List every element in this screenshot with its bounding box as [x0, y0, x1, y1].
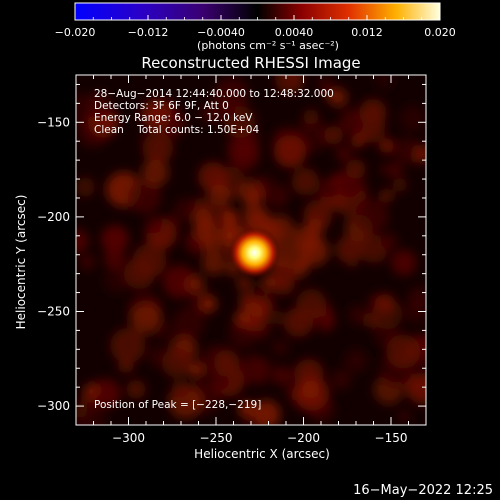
y-tick-label: −300: [37, 399, 70, 413]
timestamp: 16−May−2022 12:25: [353, 483, 493, 498]
x-tick-label: −200: [287, 431, 320, 445]
peak-position-label: Position of Peak = [−228,−219]: [94, 399, 261, 411]
image-area: [76, 75, 426, 425]
colorbar: [75, 3, 440, 20]
x-tick-label: −300: [112, 431, 145, 445]
y-tick-labels: −150 −200 −250 −300: [37, 115, 70, 413]
y-tick-label: −250: [37, 304, 70, 318]
y-tick-label: −200: [37, 210, 70, 224]
plot-title: Reconstructed RHESSI Image: [141, 54, 360, 72]
flare-source: [228, 226, 281, 279]
colorbar-tick-label: −0.012: [128, 26, 169, 39]
info-line-energy: Energy Range: 6.0 − 12.0 keV: [94, 112, 253, 124]
x-tick-label: −150: [375, 431, 408, 445]
axis-ticks: [75, 75, 427, 426]
colorbar-tick-labels: −0.020 −0.012 −0.0040 0.0040 0.012 0.020: [55, 26, 456, 39]
colorbar-tick-label: 0.012: [351, 26, 383, 39]
colorbar-tick-label: 0.0040: [275, 26, 314, 39]
colorbar-tick-label: −0.0040: [197, 26, 245, 39]
y-axis-label: Heliocentric Y (arcsec): [14, 195, 28, 330]
info-line-detectors: Detectors: 3F 6F 9F, Att 0: [94, 100, 229, 112]
colorbar-units: (photons cm⁻² s⁻¹ asec⁻²): [197, 39, 339, 52]
colorbar-tick-label: −0.020: [55, 26, 96, 39]
colorbar-tick-label: 0.020: [424, 26, 456, 39]
info-line-time: 28−Aug−2014 12:44:40.000 to 12:48:32.000: [94, 88, 334, 100]
x-axis-label: Heliocentric X (arcsec): [194, 447, 330, 461]
info-line-clean: Clean Total counts: 1.50E+04: [94, 124, 259, 136]
x-tick-labels: −300 −250 −200 −150: [112, 431, 407, 445]
colorbar-ticks: [74, 15, 441, 20]
y-tick-label: −150: [37, 115, 70, 129]
x-tick-label: −250: [200, 431, 233, 445]
